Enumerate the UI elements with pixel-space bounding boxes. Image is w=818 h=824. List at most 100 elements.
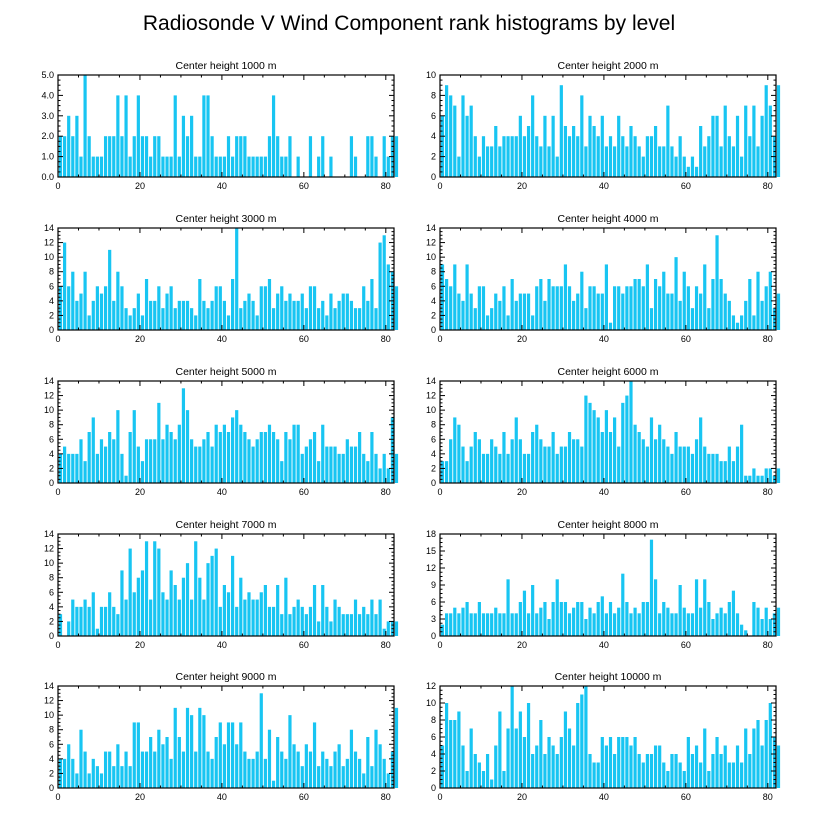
y-tick-label: 10 <box>426 698 436 708</box>
bar <box>617 286 621 330</box>
bar <box>649 754 654 788</box>
bar <box>144 751 149 788</box>
bar <box>514 613 518 636</box>
y-tick-label: 10 <box>426 252 436 262</box>
bar <box>226 432 231 483</box>
bar <box>608 432 613 483</box>
bar <box>239 577 243 636</box>
bar <box>120 570 124 636</box>
panel-title: Center height 3000 m <box>176 213 277 225</box>
bar <box>445 703 449 788</box>
y-tick-label: 8 <box>49 267 54 277</box>
y-tick-label: 15 <box>426 546 436 556</box>
bar <box>173 95 177 177</box>
bar <box>633 279 637 330</box>
bar <box>658 424 662 483</box>
bar <box>206 751 210 788</box>
bar <box>572 300 576 330</box>
bar <box>649 539 654 636</box>
bar <box>768 105 772 177</box>
bar <box>629 613 633 636</box>
bar <box>670 754 674 788</box>
panel-10: Center height 10000 m 0 20 40 60 80 0 2 4 6 8 10 12 <box>426 671 781 802</box>
x-tick-label: 0 <box>55 640 60 650</box>
bar <box>658 613 662 636</box>
panel-4: Center height 4000 m 0 20 40 60 80 0 2 4 6 8 10 12 14 <box>426 213 781 344</box>
bar <box>494 126 498 177</box>
bar <box>218 286 222 330</box>
bar <box>477 439 481 483</box>
bar <box>514 728 518 788</box>
bar <box>731 461 736 483</box>
bar <box>255 156 259 177</box>
bar <box>682 156 686 177</box>
bar <box>337 300 341 330</box>
bar <box>613 754 617 788</box>
bar <box>776 468 781 483</box>
panel-title: Center height 1000 m <box>176 60 277 72</box>
bar <box>473 754 477 788</box>
bar <box>625 737 629 788</box>
bar <box>75 606 79 636</box>
bar <box>674 156 678 177</box>
bar <box>231 722 235 788</box>
bar <box>707 771 711 788</box>
bar <box>210 136 214 177</box>
y-tick-label: 4 <box>431 449 436 459</box>
bar <box>218 432 222 483</box>
bar <box>576 703 580 788</box>
bar <box>719 146 723 177</box>
bar <box>231 417 235 483</box>
bar <box>128 548 132 636</box>
bar <box>341 614 345 636</box>
bar <box>366 136 370 177</box>
bar <box>559 602 563 636</box>
bar <box>202 439 206 483</box>
bar <box>259 432 263 483</box>
bar <box>490 146 494 177</box>
bar <box>543 115 547 177</box>
bar <box>325 758 329 788</box>
bar <box>490 439 494 483</box>
bar <box>764 720 768 788</box>
bar <box>539 279 543 330</box>
bar <box>670 613 674 636</box>
bar <box>83 271 87 330</box>
bar <box>547 737 551 788</box>
bar <box>547 619 551 636</box>
bar <box>329 156 333 177</box>
bar <box>567 432 572 483</box>
bar <box>79 156 83 177</box>
bar <box>457 293 461 330</box>
bar <box>103 751 108 788</box>
bar <box>637 146 641 177</box>
bar <box>641 762 645 788</box>
bar <box>161 156 165 177</box>
bar <box>79 729 83 788</box>
bar <box>99 156 104 177</box>
bar <box>132 136 136 177</box>
bar <box>99 439 104 483</box>
y-tick-label: 4 <box>49 602 54 612</box>
bar <box>267 606 272 636</box>
bar <box>149 156 153 177</box>
y-tick-label: 14 <box>426 223 436 233</box>
y-tick-label: 10 <box>44 710 54 720</box>
bar <box>337 453 341 483</box>
bar <box>600 737 604 788</box>
bar <box>362 453 366 483</box>
bar <box>218 722 222 788</box>
bar <box>555 579 559 636</box>
y-tick-label: 4 <box>49 754 54 764</box>
bar <box>161 592 165 636</box>
bar <box>382 758 386 788</box>
bar <box>75 300 79 330</box>
bar <box>563 446 568 483</box>
bar <box>600 596 604 636</box>
bar <box>498 300 502 330</box>
bar <box>83 751 87 788</box>
bar <box>243 599 247 636</box>
bar <box>345 439 349 483</box>
bar <box>572 745 576 788</box>
bar <box>194 315 198 330</box>
